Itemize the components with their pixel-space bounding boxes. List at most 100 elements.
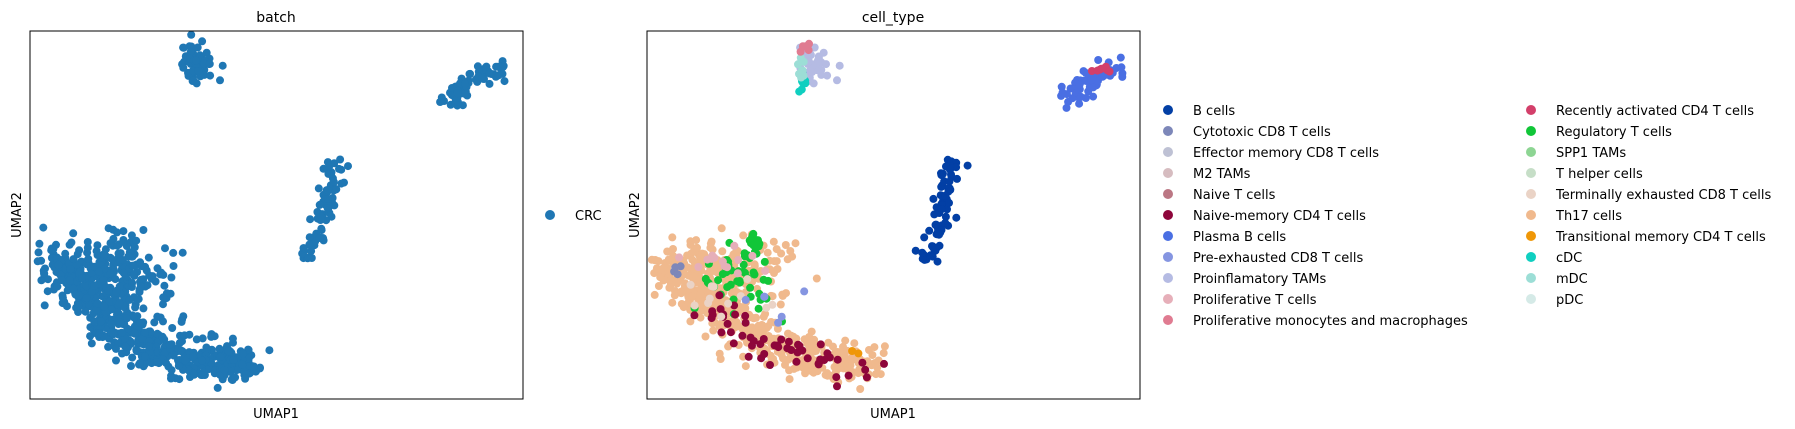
legend-marker [1526, 168, 1536, 178]
scatter-point [307, 247, 316, 256]
scatter-point [748, 341, 756, 350]
scatter-point [153, 264, 162, 273]
scatter-point [87, 268, 96, 277]
legend-label: Plasma B cells [1193, 230, 1286, 245]
scatter-point [107, 319, 116, 328]
scatter-point [730, 301, 739, 310]
scatter-point [1076, 92, 1085, 101]
scatter-point [198, 334, 207, 343]
scatter-point [244, 345, 253, 354]
scatter-point [329, 177, 338, 186]
chart-title: cell_type [862, 10, 924, 26]
scatter-point [726, 328, 735, 337]
scatter-point [1075, 99, 1084, 108]
scatter-point [911, 246, 920, 255]
scatter-point [833, 76, 841, 85]
scatter-point [58, 293, 67, 302]
scatter-point [944, 187, 953, 196]
scatter-point [144, 342, 153, 351]
scatter-point [800, 287, 809, 296]
scatter-point [659, 276, 668, 285]
scatter-point [693, 243, 701, 252]
scatter-point [654, 282, 663, 290]
scatter-point [47, 246, 56, 255]
scatter-point [86, 332, 95, 341]
scatter-point [733, 269, 742, 278]
scatter-point [175, 338, 184, 347]
legend-marker [1163, 273, 1173, 283]
legend-label: Th17 cells [1555, 209, 1622, 224]
scatter-point [337, 179, 346, 188]
scatter-point [460, 89, 469, 98]
scatter-point [344, 162, 352, 171]
scatter-point [707, 237, 716, 246]
scatter-point [323, 186, 332, 195]
scatter-point [784, 337, 793, 346]
scatter-point [179, 312, 188, 321]
scatter-point [500, 77, 509, 86]
scatter-point [315, 233, 324, 242]
scatter-point [696, 313, 705, 322]
legend-label: pDC [1556, 293, 1583, 308]
legend-marker [1163, 168, 1173, 178]
scatter-point [332, 185, 341, 194]
scatter-point [205, 59, 214, 68]
scatter-point [140, 328, 149, 337]
scatter-point [93, 299, 102, 308]
scatter-point [119, 268, 128, 277]
scatter-point [1089, 92, 1098, 101]
scatter-point [485, 69, 494, 78]
scatter-point [158, 332, 167, 341]
scatter-point [664, 255, 673, 264]
scatter-point [61, 249, 70, 258]
scatter-point [689, 272, 698, 281]
scatter-point [937, 171, 946, 180]
scatter-point [763, 248, 772, 257]
scatter-point [67, 238, 76, 247]
scatter-point [749, 314, 758, 323]
scatter-point [670, 291, 679, 300]
scatter-point [717, 312, 726, 321]
scatter-point [136, 318, 145, 327]
scatter-point [179, 63, 188, 72]
legend-label: Proliferative T cells [1193, 293, 1317, 308]
scatter-point [216, 76, 224, 85]
scatter-point [74, 301, 83, 310]
scatter-point [795, 69, 803, 78]
plot-frame [29, 30, 524, 400]
scatter-point [151, 277, 160, 286]
scatter-point [854, 369, 863, 378]
scatter-point [805, 333, 814, 341]
chart-title: batch [256, 10, 296, 26]
scatter-point [791, 239, 800, 248]
legend-marker [1526, 210, 1536, 220]
scatter-point [819, 48, 828, 57]
scatter-point [726, 280, 735, 289]
scatter-point [707, 282, 716, 291]
scatter-point [718, 270, 727, 279]
scatter-point [796, 47, 805, 56]
legend-marker [1526, 189, 1536, 199]
legend-label: Effector memory CD8 T cells [1193, 146, 1379, 161]
scatter-point [1105, 67, 1114, 76]
scatter-point [167, 273, 176, 282]
legend-marker [1163, 315, 1173, 325]
scatter-point [93, 241, 102, 250]
scatter-point [823, 71, 832, 80]
legend-label: Cytotoxic CD8 T cells [1193, 125, 1331, 140]
scatter-point [167, 374, 175, 383]
scatter-point [841, 336, 850, 345]
scatter-point [160, 281, 169, 290]
scatter-point [769, 237, 778, 246]
legend-label: M2 TAMs [1193, 167, 1251, 182]
scatter-point [854, 349, 863, 358]
scatter-point [929, 243, 938, 252]
scatter-point [762, 303, 771, 312]
scatter-points [647, 39, 1127, 393]
scatter-point [131, 303, 140, 312]
scatter-point [241, 374, 250, 383]
scatter-point [142, 266, 151, 275]
legend-marker [1163, 189, 1173, 199]
scatter-point [925, 226, 934, 235]
scatter-points [33, 30, 509, 392]
